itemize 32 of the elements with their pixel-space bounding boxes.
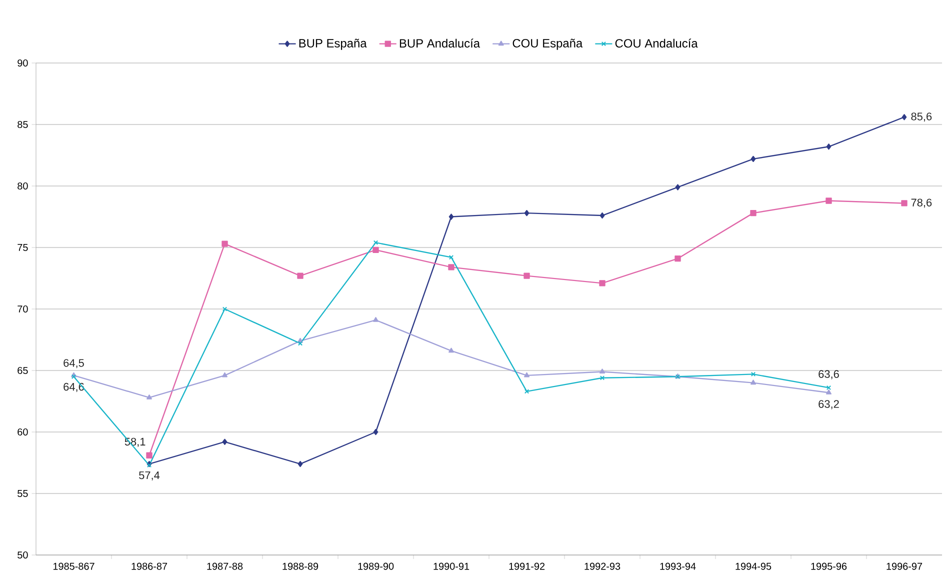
data-label: 64,6 (64, 382, 84, 392)
x-tick-label: 1987-88 (207, 562, 243, 570)
y-tick-label: 55 (18, 490, 28, 497)
x-tick-label: 1994-95 (736, 562, 772, 570)
legend-label: COU Andalucía (615, 38, 698, 48)
y-tick-label: 75 (18, 244, 28, 251)
y-tick-label: 50 (18, 551, 28, 559)
y-tick-label: 80 (18, 182, 28, 190)
data-label: 64,5 (64, 359, 84, 368)
x-tick-label: 1989-90 (358, 562, 394, 570)
y-tick-label: 65 (18, 366, 28, 374)
legend-label: BUP Andalucía (400, 38, 480, 48)
legend-label: BUP España (299, 38, 367, 50)
x-tick-label: 1995-96 (811, 562, 847, 570)
x-tick-label: 1992-93 (584, 562, 620, 570)
y-tick-label: 70 (18, 305, 28, 313)
data-label: 63,2 (818, 400, 839, 410)
x-tick-label: 1988-89 (282, 562, 318, 570)
x-tick-label: 1986-87 (132, 562, 168, 570)
x-tick-label: 1996-97 (886, 562, 922, 570)
x-tick-label: 1993-94 (660, 562, 696, 570)
data-label: 63,6 (818, 370, 839, 380)
y-tick-label: 90 (18, 59, 28, 67)
y-tick-label: 60 (18, 428, 28, 436)
legend-label: COU España (512, 38, 583, 50)
x-tick-label: 1991-92 (509, 562, 545, 570)
x-tick-label: 1985-867 (53, 562, 94, 570)
data-label: 78,6 (911, 198, 932, 208)
data-label: 85,6 (911, 112, 932, 122)
x-tick-label: 1990-91 (434, 562, 470, 570)
y-tick-label: 85 (18, 120, 28, 128)
data-label: 57,4 (139, 471, 160, 480)
